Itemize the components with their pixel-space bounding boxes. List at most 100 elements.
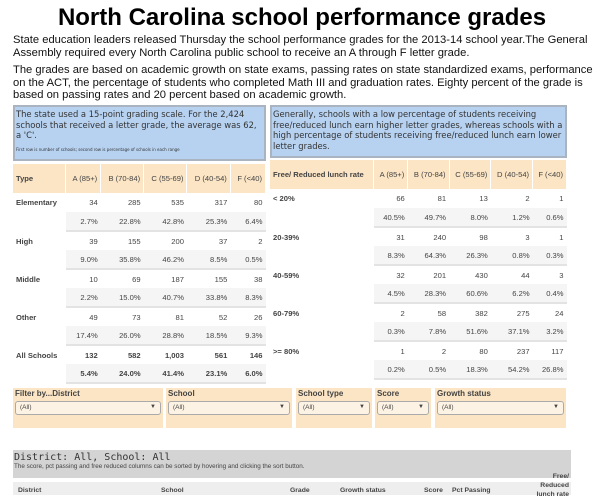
- column-header: A (85+): [65, 164, 102, 193]
- percent-cell: 0.8%: [490, 246, 533, 266]
- filter-label: School type: [298, 389, 344, 398]
- percent-cell: 41.4%: [143, 364, 187, 384]
- column-header: Free/ Reduced lunch rate: [270, 160, 375, 189]
- percent-cell: 8.3%: [373, 246, 408, 266]
- percent-cell: 26.8%: [532, 360, 567, 380]
- percent-cell: 54.2%: [490, 360, 533, 380]
- count-cell: 69: [100, 269, 144, 288]
- percent-cell: 37.1%: [490, 322, 533, 342]
- column-header: A (85+): [373, 160, 409, 189]
- table-row-counts: 60-79% 2 58 382 275 24: [270, 303, 567, 342]
- grading-scale-note: The state used a 15-point grading scale.…: [13, 105, 266, 161]
- count-cell: 58: [407, 303, 450, 322]
- count-cell: 2: [373, 303, 408, 322]
- count-cell: 582: [100, 345, 144, 364]
- row-label: 60-79%: [270, 303, 374, 342]
- dropdown-arrow-icon: ▼: [553, 404, 559, 410]
- col-pct-passing[interactable]: Pct Passing: [452, 487, 491, 494]
- count-cell: 24: [532, 303, 567, 322]
- percent-cell: 3.2%: [532, 322, 567, 342]
- filter-district: Filter by...District (All) ▼: [13, 388, 163, 428]
- percent-cell: 0.5%: [407, 360, 450, 380]
- count-cell: 3: [532, 265, 567, 284]
- percent-cell: 40.7%: [143, 288, 187, 308]
- col-growth-status[interactable]: Growth status: [340, 487, 386, 494]
- percent-cell: 2.7%: [65, 212, 101, 232]
- count-cell: 2: [490, 189, 533, 208]
- percent-cell: 6.4%: [230, 212, 266, 232]
- grades-by-type-table: Type A (85+) B (70-84) C (55-69) D (40-54) F …: [13, 164, 267, 384]
- table-row-counts: 40-59% 32 201 430 44 3: [270, 265, 567, 304]
- filter-growth-status: Growth status (All) ▼: [435, 388, 566, 428]
- percent-cell: 25.3%: [186, 212, 231, 232]
- percent-cell: 46.2%: [143, 250, 187, 270]
- count-cell: 535: [143, 193, 187, 212]
- percent-cell: 42.8%: [143, 212, 187, 232]
- percent-cell: 26.3%: [449, 246, 491, 266]
- percent-cell: 2.2%: [65, 288, 101, 308]
- district-select[interactable]: (All) ▼: [15, 401, 161, 415]
- note-footnote: First row is number of schools; second r…: [16, 146, 180, 152]
- table-row-counts: >= 80% 1 2 80 237 117: [270, 341, 567, 380]
- percent-cell: 28.8%: [143, 326, 187, 346]
- percent-cell: 0.2%: [373, 360, 408, 380]
- percent-cell: 15.0%: [100, 288, 144, 308]
- results-subtitle: The score, pct passing and free reduced …: [14, 463, 305, 470]
- score-select[interactable]: (All) ▼: [377, 401, 429, 415]
- filter-label: Growth status: [437, 389, 491, 398]
- col-grade[interactable]: Grade: [290, 487, 310, 494]
- column-header: C (55-69): [143, 164, 188, 193]
- table-row-percents: 8.3% 64.3% 26.3% 0.8% 0.3%: [270, 246, 567, 266]
- percent-cell: 49.7%: [407, 208, 450, 228]
- count-cell: 81: [407, 189, 450, 208]
- count-cell: 430: [449, 265, 491, 284]
- percent-cell: 9.0%: [65, 250, 101, 270]
- count-cell: 155: [100, 231, 144, 250]
- table-row-counts: Other 49 73 81 52 26: [13, 307, 266, 346]
- column-header: Type: [13, 164, 67, 193]
- percent-cell: 22.8%: [100, 212, 144, 232]
- table-row-counts: High 39 155 200 37 2: [13, 231, 266, 270]
- page-title: North Carolina school performance grades: [57, 4, 547, 31]
- column-header: B (70-84): [100, 164, 145, 193]
- percent-cell: 51.6%: [449, 322, 491, 342]
- school-type-select[interactable]: (All) ▼: [298, 401, 370, 415]
- count-cell: 37: [186, 231, 231, 250]
- percent-cell: 26.0%: [100, 326, 144, 346]
- column-header: F (<40): [230, 164, 267, 193]
- school-select[interactable]: (All) ▼: [168, 401, 290, 415]
- percent-cell: 5.4%: [65, 364, 101, 384]
- col-district[interactable]: District: [18, 487, 42, 494]
- count-cell: 132: [65, 345, 101, 364]
- percent-cell: 1.2%: [490, 208, 533, 228]
- percent-cell: 18.3%: [449, 360, 491, 380]
- count-cell: 200: [143, 231, 187, 250]
- percent-cell: 7.8%: [407, 322, 450, 342]
- col-score[interactable]: Score: [424, 487, 443, 494]
- row-label: >= 80%: [270, 341, 374, 380]
- percent-cell: 4.5%: [373, 284, 408, 304]
- intro-paragraph-2: The grades are based on academic growth …: [13, 64, 593, 101]
- count-cell: 1: [532, 227, 567, 246]
- percent-cell: 24.0%: [100, 364, 144, 384]
- table-row-percents: 9.0% 35.8% 46.2% 8.5% 0.5%: [13, 250, 266, 270]
- dropdown-arrow-icon: ▼: [418, 404, 424, 410]
- col-school[interactable]: School: [161, 487, 184, 494]
- column-header: F (<40): [532, 160, 567, 189]
- count-cell: 31: [373, 227, 408, 246]
- count-cell: 317: [186, 193, 231, 212]
- count-cell: 81: [143, 307, 187, 326]
- percent-cell: 23.1%: [186, 364, 231, 384]
- count-cell: 52: [186, 307, 231, 326]
- dropdown-arrow-icon: ▼: [359, 404, 365, 410]
- filter-label: Filter by...District: [15, 389, 80, 398]
- table-row-percents: 0.2% 0.5% 18.3% 54.2% 26.8%: [270, 360, 567, 380]
- count-cell: 285: [100, 193, 144, 212]
- table-row-counts: Middle 10 69 187 155 38: [13, 269, 266, 308]
- growth-status-select[interactable]: (All) ▼: [437, 401, 564, 415]
- grades-by-lunch-rate-table: Free/ Reduced lunch rate A (85+) B (70-84)…: [270, 160, 567, 380]
- count-cell: 1: [532, 189, 567, 208]
- header-row: Free/ Reduced lunch rate A (85+) B (70-84)…: [270, 160, 567, 189]
- table-row-counts: < 20% 66 81 13 2 1: [270, 189, 567, 228]
- table-row-counts: Elementary 34 285 535 317 80: [13, 193, 266, 232]
